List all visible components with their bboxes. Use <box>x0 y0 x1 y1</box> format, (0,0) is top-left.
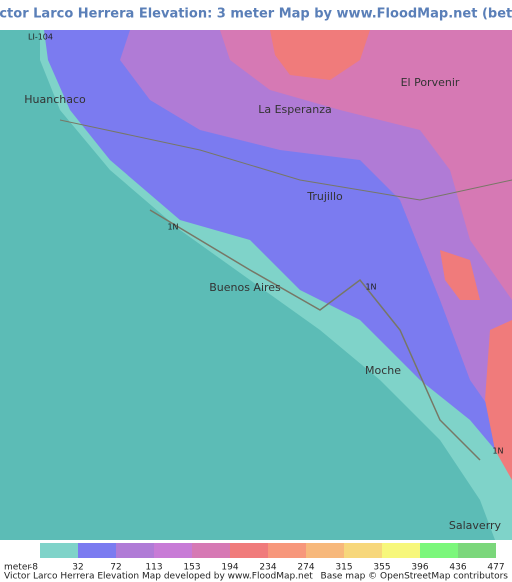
legend-swatch <box>154 543 192 558</box>
legend-tick: 72 <box>110 563 121 573</box>
legend-swatch <box>458 543 496 558</box>
legend-swatch <box>306 543 344 558</box>
legend-tick: 32 <box>72 563 83 573</box>
place-label: Huanchaco <box>24 93 86 106</box>
road <box>59 119 512 201</box>
legend-swatch <box>268 543 306 558</box>
legend: meter-8 32 72 113 153 194 234 274 315 355 396 436 47… <box>4 543 505 573</box>
legend-tick: 194 <box>221 563 238 573</box>
legend-tick: 153 <box>183 563 200 573</box>
road-label: 1N <box>365 283 376 292</box>
place-label: Moche <box>365 364 401 377</box>
hill <box>270 30 370 80</box>
place-label: La Esperanza <box>258 103 332 116</box>
legend-tick: 113 <box>145 563 162 573</box>
legend-swatch <box>116 543 154 558</box>
legend-swatch <box>344 543 382 558</box>
legend-swatch <box>40 543 78 558</box>
road <box>149 209 481 461</box>
legend-tick: 234 <box>259 563 276 573</box>
legend-tick: 436 <box>449 563 466 573</box>
hill <box>485 320 512 480</box>
legend-swatch <box>382 543 420 558</box>
map: Huanchaco La Esperanza El Porvenir Truji… <box>0 30 512 540</box>
place-label: El Porvenir <box>401 76 460 89</box>
place-label: Buenos Aires <box>209 281 281 294</box>
road-label: 1N <box>492 447 503 456</box>
legend-swatch <box>230 543 268 558</box>
legend-swatch <box>420 543 458 558</box>
attribution: Base map © OpenStreetMap contributors <box>321 572 509 582</box>
legend-tick: 396 <box>411 563 428 573</box>
road-label: 1N <box>167 223 178 232</box>
legend-tick: 274 <box>297 563 314 573</box>
legend-tick: 315 <box>335 563 352 573</box>
legend-tick: 477 <box>487 563 504 573</box>
pink-land <box>220 30 512 300</box>
legend-swatch <box>78 543 116 558</box>
title: Victor Larco Herrera Elevation: 3 meter … <box>0 7 512 22</box>
place-label: Salaverry <box>449 519 502 532</box>
legend-swatch <box>192 543 230 558</box>
credit: Victor Larco Herrera Elevation Map devel… <box>4 572 313 582</box>
place-label: Trujillo <box>306 190 343 203</box>
legend-tick: -8 <box>29 563 38 573</box>
hill <box>440 250 480 300</box>
purple-land <box>120 30 512 440</box>
legend-tick: 355 <box>373 563 390 573</box>
legend-unit: meter <box>4 563 31 573</box>
road-label: LI-104 <box>28 33 53 42</box>
